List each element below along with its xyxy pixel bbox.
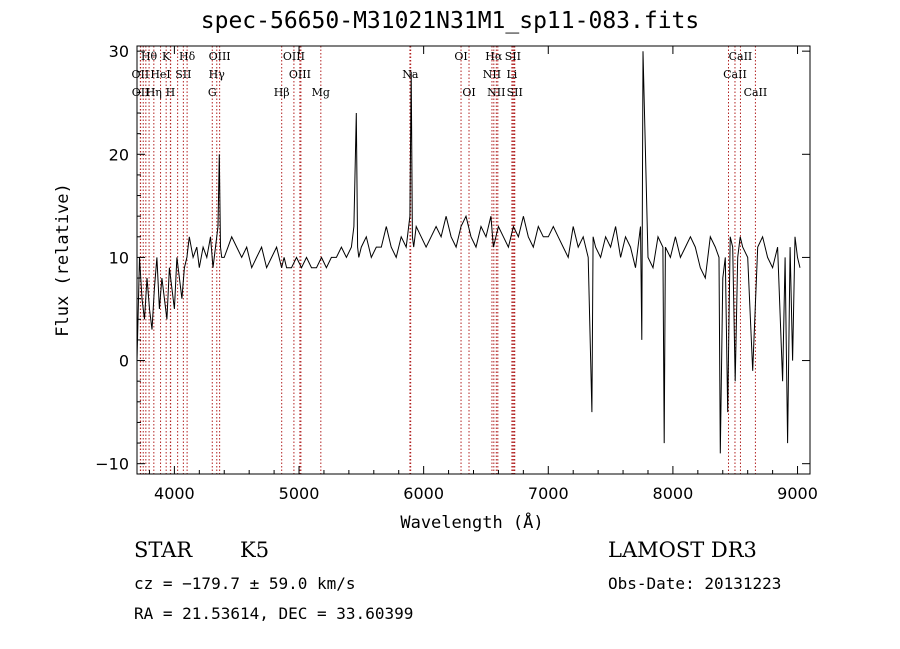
y-tick-label: 30: [109, 42, 129, 61]
y-axis-ticks: −10 0 10 20 30: [95, 42, 810, 474]
line-label: G: [208, 86, 217, 99]
x-tick-label: 6000: [403, 484, 444, 503]
line-label: Mg: [312, 86, 330, 99]
line-label: HeI: [150, 68, 170, 81]
line-label: CaII: [729, 50, 753, 63]
x-axis-label: Wavelength (Å): [400, 511, 543, 533]
redshift-velocity: cz = −179.7 ± 59.0 km/s: [134, 574, 356, 593]
x-tick-label: 4000: [154, 484, 195, 503]
object-subclass: K5: [240, 538, 270, 562]
x-tick-label: 5000: [279, 484, 320, 503]
line-label: OIII: [289, 68, 311, 81]
line-label: SII: [505, 50, 521, 63]
x-tick-label: 7000: [528, 484, 569, 503]
y-tick-label: 10: [109, 248, 129, 267]
coordinates: RA = 21.53614, DEC = 33.60399: [134, 604, 414, 623]
survey-name: LAMOST DR3: [608, 538, 757, 562]
line-label: Hη: [146, 86, 162, 99]
x-tick-label: 9000: [777, 484, 818, 503]
line-label: Hα: [485, 50, 503, 63]
line-label: OIII: [209, 50, 231, 63]
spectrum-line: [136, 51, 801, 454]
line-label: OI: [462, 86, 475, 99]
line-label: Hγ: [209, 68, 226, 81]
y-tick-label: 0: [119, 352, 129, 371]
line-label: OI: [454, 50, 467, 63]
plot-frame: [136, 45, 811, 475]
y-axis-label: Flux (relative): [53, 183, 73, 337]
object-class: STAR: [134, 538, 193, 562]
line-label: CaII: [744, 86, 768, 99]
chart-title: spec-56650-M31021N31M1_sp11-083.fits: [200, 8, 700, 34]
line-label: Li: [506, 68, 517, 81]
observation-date: Obs-Date: 20131223: [608, 574, 782, 593]
line-label: Hβ: [274, 86, 290, 99]
x-tick-label: 8000: [653, 484, 694, 503]
line-label: NII: [483, 68, 501, 81]
line-label: K: [162, 50, 171, 63]
line-label: SII: [507, 86, 523, 99]
line-label: OIII: [283, 50, 305, 63]
line-label: Na: [402, 68, 419, 81]
line-label: NII: [487, 86, 505, 99]
y-tick-label: −10: [95, 455, 129, 474]
line-label: Hδ: [179, 50, 196, 63]
line-label: Hθ: [141, 50, 158, 63]
line-label: CaII: [723, 68, 747, 81]
x-axis-ticks: 4000 5000 6000 7000 8000 9000: [148, 46, 818, 503]
line-label: OII: [132, 68, 150, 81]
line-label: H: [166, 86, 176, 99]
y-tick-label: 20: [109, 145, 129, 164]
line-label: SII: [175, 68, 191, 81]
